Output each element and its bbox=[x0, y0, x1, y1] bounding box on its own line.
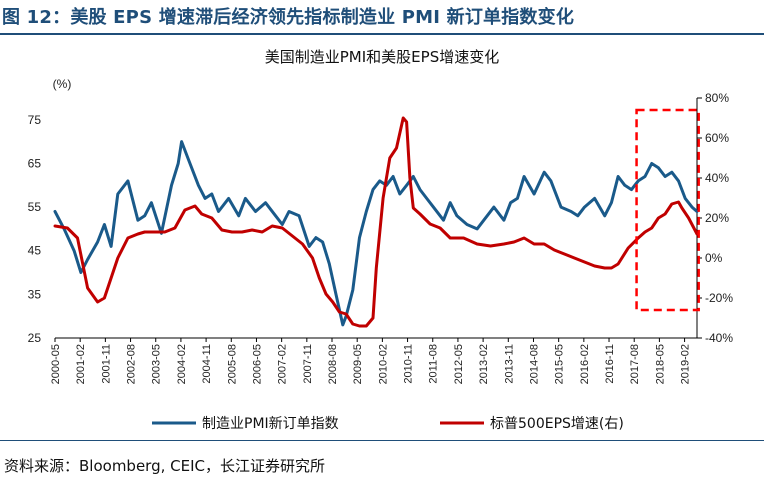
source-rule bbox=[0, 440, 764, 441]
figure-title: 图 12：美股 EPS 增速滞后经济领先指标制造业 PMI 新订单指数变化 bbox=[2, 7, 575, 28]
pmi-new-orders-line bbox=[53, 140, 699, 327]
x-tick-label: 2006-05 bbox=[251, 344, 263, 384]
highlight-box bbox=[635, 108, 700, 312]
y-left-tick-label: 65 bbox=[28, 156, 42, 170]
source-note: 资料来源：Bloomberg, CEIC，长江证券研究所 bbox=[4, 457, 325, 475]
y-left-tick-label: 25 bbox=[28, 331, 42, 345]
x-tick-label: 2018-05 bbox=[654, 344, 666, 384]
x-tick-label: 2017-08 bbox=[629, 344, 641, 384]
x-tick-label: 2004-02 bbox=[176, 344, 188, 384]
x-tick-label: 2015-05 bbox=[554, 344, 566, 384]
x-tick-label: 2008-08 bbox=[327, 344, 339, 384]
y-left-tick-label: 75 bbox=[28, 113, 42, 127]
y-left-tick-label: 55 bbox=[28, 200, 42, 214]
y-left-tick-label: 45 bbox=[28, 244, 42, 258]
sp500-eps-growth-line bbox=[53, 116, 699, 328]
y-right-tick-label: -40% bbox=[705, 331, 733, 345]
x-tick-label: 2012-05 bbox=[453, 344, 465, 384]
y-right-tick-label: 40% bbox=[705, 171, 729, 185]
x-tick-label: 2005-08 bbox=[226, 344, 238, 384]
x-tick-label: 2007-11 bbox=[302, 344, 314, 384]
x-tick-label: 2004-11 bbox=[201, 344, 213, 384]
x-tick-label: 2000-05 bbox=[50, 344, 62, 384]
x-tick-label: 2016-11 bbox=[604, 344, 616, 384]
x-tick-label: 2019-02 bbox=[680, 344, 692, 384]
y-unit-label: (%) bbox=[53, 77, 72, 91]
x-tick-label: 2011-08 bbox=[428, 344, 440, 384]
x-tick-label: 2016-02 bbox=[579, 344, 591, 384]
y-right-tick-label: 80% bbox=[705, 91, 729, 105]
x-tick-label: 2013-02 bbox=[478, 344, 490, 384]
legend-label: 标普500EPS增速(右) bbox=[490, 416, 624, 432]
x-tick-label: 2002-08 bbox=[126, 344, 138, 384]
x-tick-label: 2003-05 bbox=[151, 344, 163, 384]
x-tick-label: 2001-11 bbox=[100, 344, 112, 384]
x-tick-label: 2007-02 bbox=[277, 344, 289, 384]
chart-title: 美国制造业PMI和美股EPS增速变化 bbox=[265, 48, 499, 66]
x-tick-label: 2010-02 bbox=[377, 344, 389, 384]
chart: 美国制造业PMI和美股EPS增速变化 (%) 25 35 45 55 65 75 -40% -20… bbox=[28, 48, 734, 432]
x-tick-label: 2010-11 bbox=[403, 344, 415, 384]
x-tick-label: 2001-02 bbox=[75, 344, 87, 384]
plot-layer: 美国制造业PMI和美股EPS增速变化 (%) 25 35 45 55 65 75 -40% -20… bbox=[28, 48, 734, 432]
y-right-tick-label: 60% bbox=[705, 131, 729, 145]
x-tick-label: 2013-11 bbox=[503, 344, 515, 384]
y-right-tick-label: -20% bbox=[705, 291, 733, 305]
figure-header: 图 12：美股 EPS 增速滞后经济领先指标制造业 PMI 新订单指数变化 bbox=[0, 0, 764, 36]
y-left-tick-label: 35 bbox=[28, 287, 42, 301]
x-tick-label: 2014-08 bbox=[528, 344, 540, 384]
title-rule bbox=[0, 33, 764, 35]
y-right-tick-label: 20% bbox=[705, 211, 729, 225]
legend-label: 制造业PMI新订单指数 bbox=[202, 416, 339, 432]
y-right-tick-label: 0% bbox=[705, 251, 723, 265]
x-tick-label: 2009-05 bbox=[352, 344, 364, 384]
